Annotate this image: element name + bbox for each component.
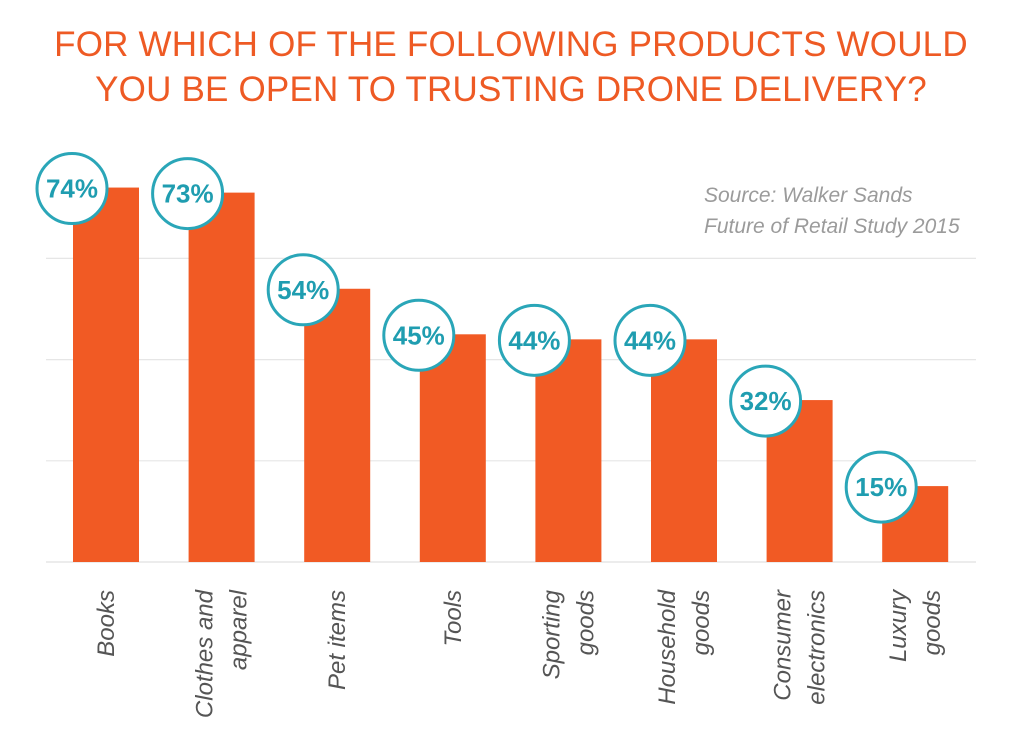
bar (419, 334, 486, 562)
data-label-bubble (151, 157, 225, 231)
category-label-line: electronics (804, 590, 831, 705)
data-label: 73% (162, 179, 214, 209)
category-label-line: Pet items (324, 590, 351, 690)
category-labels: Books Clothes and apparel Pet items Tools Spo… (93, 588, 946, 718)
category-label: Luxury goods (885, 588, 946, 662)
source-line-2: Future of Retail Study 2015 (704, 215, 960, 238)
category-label: Books (93, 590, 120, 657)
source-line-1: Source: Walker Sands (704, 184, 913, 207)
category-label-line: Household (654, 589, 681, 704)
category-label-line: goods (572, 590, 599, 655)
data-label-bubbles: 74% 73% 54% 45% 44% 44% 32% 15% (35, 152, 918, 524)
bar (188, 192, 255, 562)
data-label: 15% (855, 472, 907, 502)
data-label: 32% (740, 386, 792, 416)
data-label: 74% (46, 174, 98, 204)
category-label: Sporting goods (538, 589, 599, 679)
category-label-line: Luxury (885, 588, 912, 662)
data-label: 54% (277, 275, 329, 305)
bars (73, 187, 949, 562)
category-label-line: Tools (440, 590, 467, 646)
category-label: Household goods (654, 589, 715, 704)
bar (535, 339, 602, 562)
source-note: Source: Walker Sands Future of Retail St… (704, 180, 960, 242)
category-label-line: Books (93, 590, 120, 657)
data-label-bubble (382, 298, 456, 372)
bar (73, 187, 139, 562)
category-label: Consumer electronics (770, 589, 831, 705)
chart-title: FOR WHICH OF THE FOLLOWING PRODUCTS WOUL… (0, 22, 1022, 112)
category-label-line: Clothes and (192, 589, 219, 718)
data-label-bubble (35, 152, 109, 226)
category-label-line: goods (688, 590, 715, 655)
data-label: 44% (624, 325, 676, 355)
chart-title-line-1: FOR WHICH OF THE FOLLOWING PRODUCTS WOUL… (54, 25, 968, 64)
data-label-bubble (266, 253, 340, 327)
category-label: Clothes and apparel (192, 589, 253, 718)
data-label-bubble (497, 303, 571, 377)
data-label-bubble (613, 303, 687, 377)
category-label-line: Consumer (770, 589, 797, 701)
chart-title-line-2: YOU BE OPEN TO TRUSTING DRONE DELIVERY? (95, 70, 927, 109)
data-label: 45% (393, 320, 445, 350)
bar (651, 339, 717, 562)
category-label: Pet items (324, 590, 351, 690)
bar (304, 288, 371, 562)
category-label-line: goods (919, 590, 946, 655)
data-label: 44% (508, 325, 560, 355)
data-label-bubble (729, 364, 803, 438)
category-label-line: Sporting (538, 589, 565, 679)
data-label-bubble (844, 450, 918, 524)
category-label: Tools (440, 590, 467, 646)
gridlines (46, 257, 976, 563)
category-label-line: apparel (226, 589, 253, 670)
